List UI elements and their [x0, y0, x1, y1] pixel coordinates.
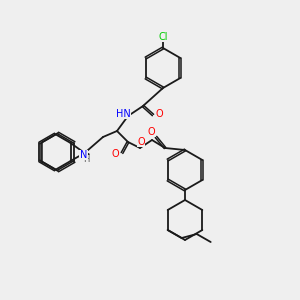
Text: O: O [137, 137, 145, 147]
Text: H: H [83, 155, 90, 164]
Text: O: O [155, 109, 163, 119]
Text: HN: HN [116, 109, 130, 119]
Text: Cl: Cl [158, 32, 168, 42]
Text: O: O [111, 149, 119, 159]
Text: O: O [147, 127, 155, 137]
Text: N: N [80, 150, 87, 160]
